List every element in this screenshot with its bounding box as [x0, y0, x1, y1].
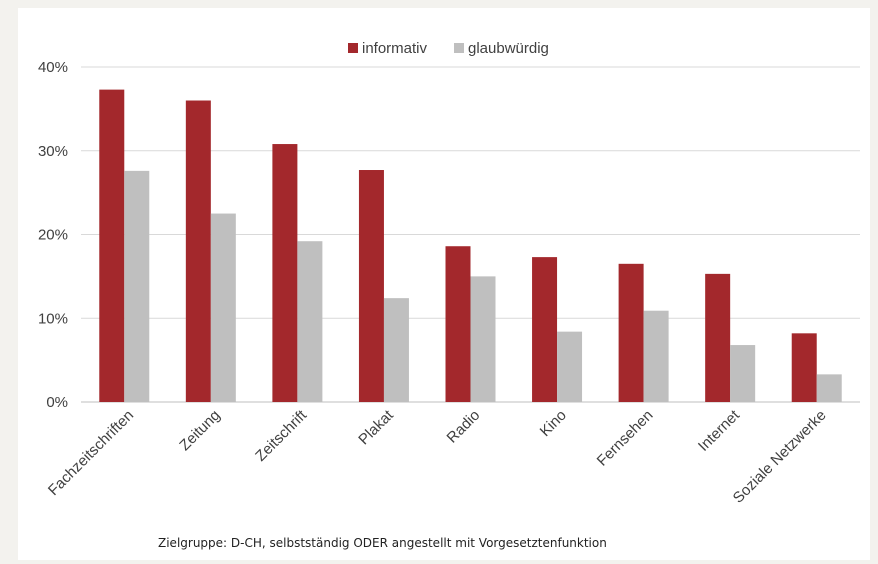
- bar-chart: 0% 10% 20% 30% 40% Fachzeitschriften Zeitung Z…: [38, 40, 860, 550]
- y-tick-label: 40%: [38, 59, 68, 76]
- legend: informativ glaubwürdig: [348, 40, 549, 57]
- x-axis-ticks: Fachzeitschriften Zeitung Zeitschrift Plaka…: [45, 406, 830, 506]
- bar-informativ-4: [445, 246, 471, 402]
- y-tick-label: 30%: [38, 143, 68, 160]
- x-tick-label: Radio: [444, 407, 484, 447]
- bar-glaubwuerdig-8: [816, 374, 842, 402]
- bar-glaubwuerdig-1: [210, 213, 236, 402]
- x-tick-label: Plakat: [355, 406, 397, 448]
- y-tick-label: 20%: [38, 227, 68, 244]
- chart-card: 0% 10% 20% 30% 40% Fachzeitschriften Zeitung Z…: [18, 8, 870, 560]
- bar-glaubwuerdig-6: [643, 310, 669, 402]
- bars: [99, 89, 842, 403]
- bar-glaubwuerdig-4: [470, 276, 496, 402]
- bar-glaubwuerdig-3: [383, 298, 409, 402]
- x-tick-label: Zeitung: [176, 407, 223, 454]
- legend-label-informativ: informativ: [362, 40, 428, 57]
- bar-glaubwuerdig-0: [124, 170, 150, 402]
- bar-informativ-1: [185, 100, 211, 402]
- bar-informativ-5: [532, 257, 558, 402]
- bar-informativ-0: [99, 89, 125, 403]
- x-tick-label: Fernsehen: [594, 407, 657, 470]
- x-tick-label: Soziale Netzwerke: [730, 407, 830, 507]
- chart-caption: Zielgruppe: D-CH, selbstständig ODER ang…: [158, 536, 607, 550]
- x-tick-label: Kino: [537, 407, 570, 440]
- bar-informativ-7: [705, 273, 731, 402]
- y-tick-label: 10%: [38, 310, 68, 327]
- legend-swatch-informativ: [348, 43, 358, 53]
- legend-swatch-glaubwuerdig: [454, 43, 464, 53]
- y-tick-label: 0%: [46, 394, 68, 411]
- bar-informativ-3: [358, 170, 384, 402]
- x-tick-label: Zeitschrift: [252, 406, 311, 465]
- x-tick-label: Fachzeitschriften: [45, 407, 137, 499]
- bar-informativ-6: [618, 263, 644, 402]
- bar-glaubwuerdig-2: [297, 241, 323, 402]
- x-tick-label: Internet: [695, 406, 744, 455]
- bar-glaubwuerdig-7: [730, 345, 756, 402]
- bar-informativ-8: [791, 333, 817, 402]
- y-axis-ticks: 0% 10% 20% 30% 40%: [38, 59, 68, 411]
- legend-label-glaubwuerdig: glaubwürdig: [468, 40, 549, 57]
- bar-glaubwuerdig-5: [557, 331, 583, 402]
- bar-informativ-2: [272, 144, 298, 403]
